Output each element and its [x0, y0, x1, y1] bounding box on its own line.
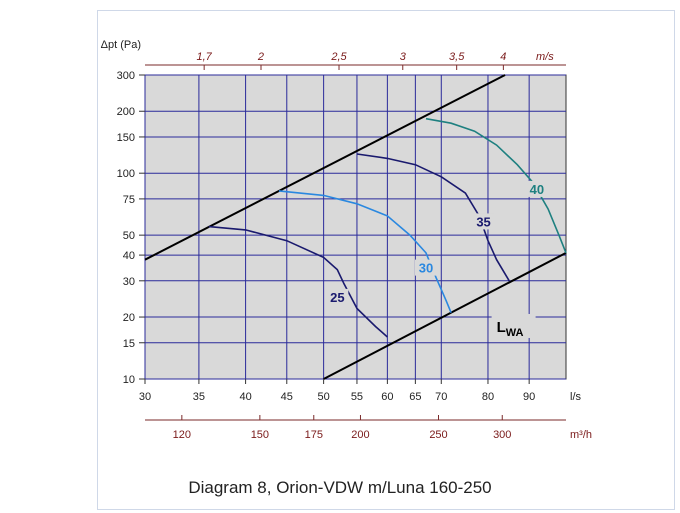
- x-tick-label: 90: [523, 391, 535, 403]
- curve-label-40: 40: [530, 182, 544, 197]
- x-tick-label: 80: [482, 391, 494, 403]
- y-tick-label: 15: [123, 338, 135, 350]
- x-tick-label: 70: [435, 391, 447, 403]
- x-tick-label: 35: [193, 391, 205, 403]
- y-tick-label: 150: [117, 132, 135, 144]
- y-tick-label: 100: [117, 168, 135, 180]
- top-tick-label: 1,7: [197, 51, 213, 63]
- x-tick-label: 40: [239, 391, 251, 403]
- secondary-tick-label: 300: [493, 429, 511, 441]
- top-tick-label: 3,5: [449, 51, 465, 63]
- x-tick-label: 50: [317, 391, 329, 403]
- boundary-line-upper: [144, 74, 506, 261]
- x-tick-label: 55: [351, 391, 363, 403]
- x-tick-label: 30: [139, 391, 151, 403]
- top-tick-label: 4: [500, 51, 506, 63]
- y-axis-title: Δpt (Pa): [101, 39, 141, 51]
- curve-label-bg: [472, 213, 495, 230]
- secondary-unit-label: m³/h: [570, 429, 592, 441]
- y-tick-label: 30: [123, 276, 135, 288]
- secondary-tick-label: 200: [351, 429, 369, 441]
- secondary-tick-label: 175: [305, 429, 323, 441]
- top-tick-label: 2,5: [330, 51, 347, 63]
- curve-label-bg: [525, 180, 548, 197]
- chart-caption: Diagram 8, Orion-VDW m/Luna 160-250: [188, 478, 492, 497]
- curve-label-bg: [414, 259, 437, 276]
- secondary-tick-label: 250: [429, 429, 447, 441]
- y-tick-label: 20: [123, 312, 135, 324]
- x-tick-label: 60: [381, 391, 393, 403]
- y-tick-label: 300: [117, 70, 135, 82]
- x-tick-label: 65: [409, 391, 421, 403]
- boundary-line-lower: [323, 251, 567, 380]
- y-tick-label: 75: [123, 194, 135, 206]
- curve-label-bg: [326, 288, 349, 305]
- curve-35: [356, 153, 510, 282]
- x-tick-label: 45: [281, 391, 293, 403]
- lwa-label: LWA: [497, 319, 524, 339]
- lwa-label-sub: WA: [506, 327, 524, 339]
- secondary-tick-label: 150: [251, 429, 269, 441]
- curve-30: [278, 190, 452, 314]
- curve-25: [208, 225, 388, 338]
- y-tick-label: 200: [117, 106, 135, 118]
- y-tick-label: 40: [123, 250, 135, 262]
- y-tick-label: 10: [123, 374, 135, 386]
- top-tick-label: 2: [257, 51, 264, 63]
- y-tick-label: 50: [123, 230, 135, 242]
- curve-label-30: 30: [419, 261, 433, 276]
- lwa-label-bg: [491, 313, 536, 338]
- top-tick-label: 3: [400, 51, 407, 63]
- curve-label-35: 35: [476, 214, 490, 229]
- curve-label-25: 25: [330, 290, 344, 305]
- top-unit-label: m/s: [536, 51, 554, 63]
- secondary-tick-label: 120: [173, 429, 191, 441]
- x-unit-label: l/s: [570, 391, 582, 403]
- frame-border: [97, 10, 675, 510]
- curve-40: [425, 117, 567, 254]
